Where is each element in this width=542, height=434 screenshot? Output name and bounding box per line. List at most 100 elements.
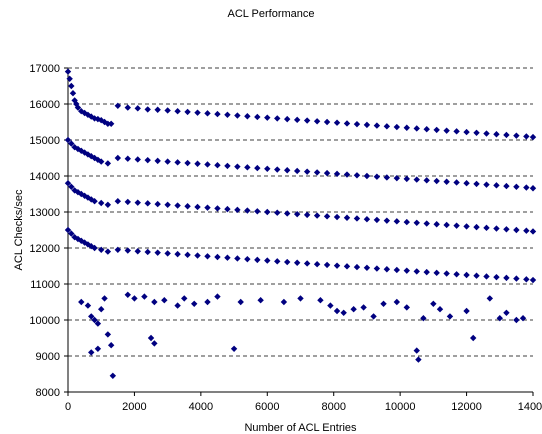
data-point bbox=[174, 302, 181, 309]
y-axis-label: ACL Checks/sec bbox=[13, 189, 25, 270]
data-point bbox=[483, 224, 490, 232]
data-point bbox=[403, 304, 410, 311]
data-point bbox=[154, 106, 161, 113]
data-point bbox=[483, 130, 490, 137]
data-point bbox=[529, 276, 537, 284]
data-point bbox=[257, 297, 264, 304]
data-point bbox=[370, 313, 377, 320]
data-point bbox=[214, 110, 221, 118]
data-point bbox=[214, 253, 221, 261]
data-point bbox=[284, 115, 291, 123]
data-point bbox=[234, 112, 241, 119]
data-point bbox=[264, 114, 271, 121]
grid-lines bbox=[68, 67, 533, 357]
data-point bbox=[68, 82, 75, 90]
chart-title: ACL Performance bbox=[227, 8, 315, 20]
data-point bbox=[293, 116, 301, 124]
data-point bbox=[184, 203, 191, 210]
data-point bbox=[204, 298, 211, 306]
data-point bbox=[174, 202, 181, 209]
data-point bbox=[114, 154, 122, 162]
x-tick-label: 6000 bbox=[255, 401, 279, 413]
data-point bbox=[443, 178, 450, 185]
data-point bbox=[104, 201, 112, 208]
data-point bbox=[453, 179, 460, 186]
data-point bbox=[373, 122, 381, 129]
data-point bbox=[373, 265, 381, 272]
data-point bbox=[403, 218, 410, 226]
data-point bbox=[244, 164, 251, 171]
data-point bbox=[154, 249, 161, 256]
data-point bbox=[303, 117, 311, 124]
y-tick-label: 14000 bbox=[29, 171, 60, 183]
data-point bbox=[114, 246, 122, 253]
data-point bbox=[78, 108, 85, 115]
data-point bbox=[161, 297, 168, 304]
data-point bbox=[214, 205, 221, 212]
data-point bbox=[353, 215, 361, 222]
data-point bbox=[413, 268, 420, 275]
data-point bbox=[134, 248, 141, 255]
data-point bbox=[383, 266, 391, 273]
data-point bbox=[350, 306, 357, 313]
data-point bbox=[164, 201, 171, 208]
data-point bbox=[284, 258, 291, 266]
data-point bbox=[94, 345, 102, 352]
data-point bbox=[174, 108, 181, 115]
data-point bbox=[436, 306, 444, 313]
data-point bbox=[124, 247, 131, 254]
data-point bbox=[64, 226, 72, 234]
data-point bbox=[214, 293, 221, 300]
data-point bbox=[194, 160, 201, 167]
data-point bbox=[104, 120, 112, 127]
x-tick-label: 4000 bbox=[189, 401, 213, 413]
data-point bbox=[147, 334, 155, 342]
data-point bbox=[513, 132, 520, 139]
data-point bbox=[473, 272, 480, 279]
axes bbox=[64, 67, 534, 396]
data-point bbox=[343, 120, 351, 127]
data-point bbox=[88, 349, 95, 356]
data-point bbox=[264, 257, 271, 264]
data-point bbox=[104, 160, 112, 167]
data-point bbox=[327, 302, 334, 309]
data-point bbox=[254, 164, 261, 172]
data-point bbox=[503, 131, 510, 139]
data-point bbox=[274, 258, 281, 265]
data-point bbox=[224, 205, 231, 213]
data-point bbox=[280, 298, 288, 306]
data-point bbox=[433, 269, 440, 277]
data-point bbox=[124, 291, 131, 298]
data-point bbox=[144, 106, 151, 113]
data-points bbox=[64, 68, 537, 379]
data-point bbox=[383, 217, 391, 224]
data-point bbox=[184, 251, 191, 259]
data-point bbox=[303, 260, 311, 267]
data-point bbox=[297, 295, 304, 302]
data-point bbox=[94, 320, 102, 327]
data-point bbox=[91, 154, 98, 162]
data-point bbox=[114, 102, 122, 109]
data-point bbox=[493, 225, 500, 232]
data-point bbox=[98, 306, 105, 313]
data-point bbox=[313, 169, 321, 176]
data-point bbox=[443, 270, 450, 277]
data-point bbox=[413, 125, 420, 132]
data-point bbox=[463, 271, 470, 279]
data-point bbox=[98, 158, 105, 165]
data-point bbox=[244, 207, 251, 214]
data-point bbox=[88, 313, 95, 320]
data-point bbox=[463, 307, 470, 315]
data-point bbox=[333, 170, 341, 178]
data-point bbox=[343, 214, 351, 221]
data-point bbox=[363, 121, 371, 129]
data-point bbox=[363, 264, 371, 271]
data-point bbox=[313, 118, 321, 125]
data-point bbox=[519, 315, 527, 322]
data-point bbox=[194, 203, 201, 211]
data-point bbox=[114, 198, 122, 205]
data-point bbox=[529, 185, 537, 192]
data-point bbox=[151, 340, 158, 347]
data-point bbox=[523, 133, 530, 140]
data-point bbox=[141, 293, 148, 300]
